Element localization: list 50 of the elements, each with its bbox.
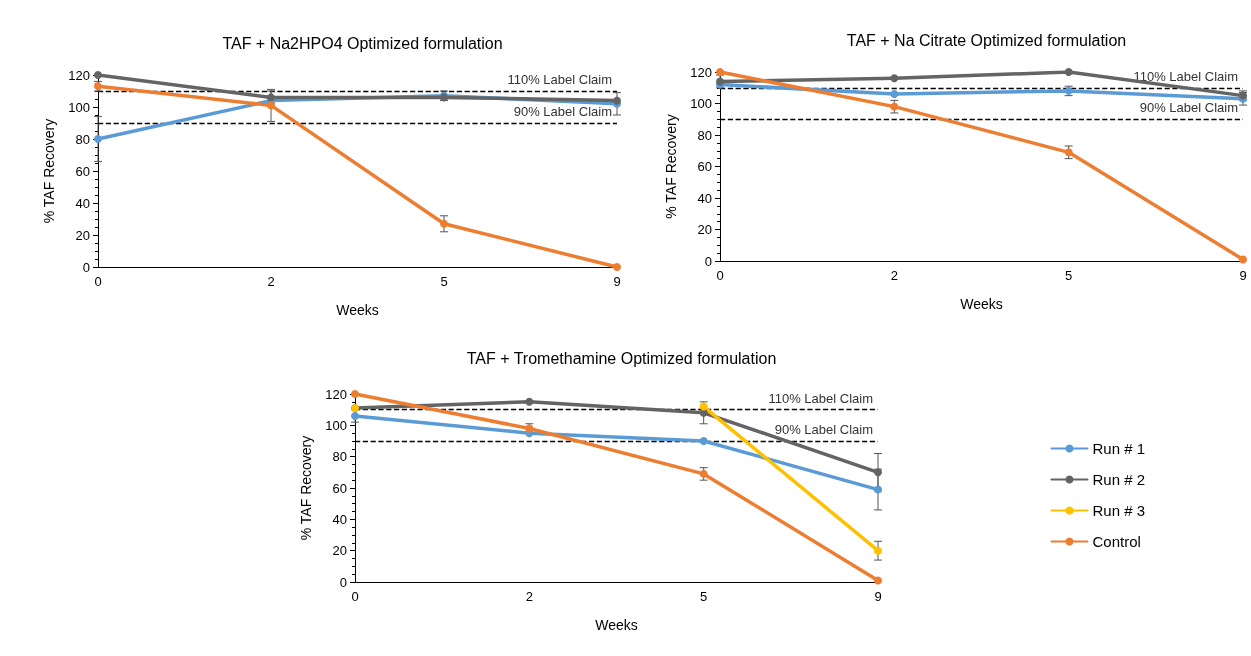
x-tick-label: 5 bbox=[440, 274, 448, 289]
y-tick-label: 20 bbox=[697, 222, 712, 237]
x-tick-label: 9 bbox=[874, 589, 882, 604]
y-tick-label: 120 bbox=[68, 67, 90, 83]
y-tick-label: 120 bbox=[690, 64, 712, 80]
y-tick-label: 80 bbox=[75, 131, 90, 147]
x-axis-title: Weeks bbox=[595, 617, 638, 633]
y-tick-label: 20 bbox=[332, 543, 347, 559]
x-tick-label: 0 bbox=[94, 274, 102, 289]
ref-line-label: 110% Label Claim bbox=[507, 72, 612, 87]
y-tick-label: 60 bbox=[697, 159, 712, 174]
x-tick-label: 2 bbox=[890, 268, 898, 283]
chart-title: TAF + Na Citrate Optimized formulation bbox=[846, 31, 1127, 49]
x-tick-label: 2 bbox=[525, 589, 533, 604]
x-tick-label: 9 bbox=[1239, 268, 1247, 283]
y-tick-label: 60 bbox=[75, 163, 90, 179]
y-tick-label: 0 bbox=[339, 574, 347, 590]
legend-label: Run # 3 bbox=[1092, 502, 1146, 519]
y-tick-label: 120 bbox=[325, 386, 347, 402]
legend-label: Run # 2 bbox=[1092, 471, 1146, 488]
x-tick-label: 5 bbox=[700, 589, 708, 604]
legend-label: Control bbox=[1092, 533, 1141, 550]
y-axis-title: % TAF Recovery bbox=[41, 118, 57, 224]
y-tick-label: 40 bbox=[332, 511, 347, 527]
x-tick-label: 2 bbox=[267, 274, 275, 289]
chart-title: TAF + Tromethamine Optimized formulation bbox=[466, 349, 777, 367]
x-tick-label: 5 bbox=[1065, 268, 1073, 283]
y-tick-label: 100 bbox=[325, 417, 347, 433]
y-tick-label: 60 bbox=[332, 480, 347, 496]
chart-title: TAF + Na2HPO4 Optimized formulation bbox=[222, 34, 503, 52]
ref-line-label: 90% Label Claim bbox=[513, 104, 612, 119]
x-axis-title: Weeks bbox=[336, 302, 379, 318]
ref-line-label: 90% Label Claim bbox=[1139, 100, 1238, 116]
y-tick-label: 40 bbox=[75, 195, 90, 211]
ref-line-label: 90% Label Claim bbox=[774, 422, 873, 437]
y-tick-label: 20 bbox=[75, 227, 90, 243]
x-tick-label: 0 bbox=[716, 268, 724, 283]
x-axis-title: Weeks bbox=[960, 296, 1003, 312]
y-tick-label: 40 bbox=[697, 190, 712, 206]
legend-label: Run # 1 bbox=[1092, 440, 1146, 457]
y-tick-label: 0 bbox=[704, 253, 712, 269]
y-axis-title: % TAF Recovery bbox=[298, 435, 314, 541]
y-tick-label: 80 bbox=[332, 449, 347, 465]
x-tick-label: 9 bbox=[613, 274, 621, 289]
y-tick-label: 100 bbox=[690, 96, 712, 111]
y-tick-label: 80 bbox=[697, 127, 712, 143]
x-tick-label: 0 bbox=[351, 589, 359, 604]
ref-line-label: 110% Label Claim bbox=[768, 390, 873, 406]
y-tick-label: 100 bbox=[68, 99, 90, 115]
y-axis-title: % TAF Recovery bbox=[663, 114, 679, 219]
